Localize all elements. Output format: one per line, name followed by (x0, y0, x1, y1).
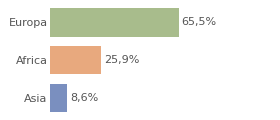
Bar (50, 8, 179, 36)
Text: 8,6%: 8,6% (70, 93, 99, 103)
Text: 65,5%: 65,5% (182, 17, 217, 27)
Text: 25,9%: 25,9% (104, 55, 139, 65)
Bar (50, 84, 67, 112)
Bar (50, 46, 101, 74)
